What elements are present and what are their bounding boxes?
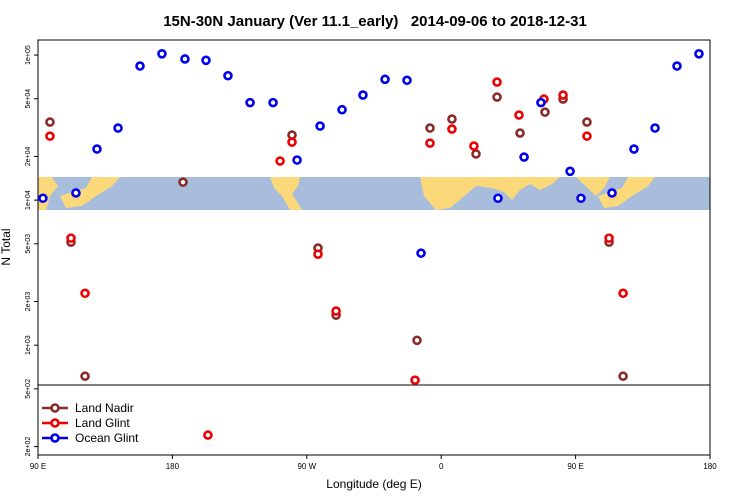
y-tick-label: 1e+05 bbox=[25, 45, 32, 65]
y-tick-label: 5e+02 bbox=[25, 379, 32, 399]
point bbox=[292, 155, 302, 165]
point bbox=[425, 123, 435, 133]
point bbox=[223, 70, 233, 81]
point bbox=[618, 371, 628, 382]
map-strip bbox=[38, 177, 710, 210]
x-tick-label: 90 W bbox=[297, 462, 316, 471]
point bbox=[245, 97, 255, 108]
point bbox=[514, 110, 524, 120]
point bbox=[416, 248, 426, 258]
point bbox=[80, 371, 90, 382]
point bbox=[540, 107, 550, 117]
y-axis-label: N Total bbox=[0, 228, 13, 265]
point bbox=[558, 90, 568, 100]
point bbox=[410, 375, 420, 385]
point bbox=[469, 141, 479, 151]
point bbox=[45, 117, 55, 127]
point bbox=[618, 288, 628, 299]
legend-marker bbox=[50, 433, 60, 443]
x-axis-label: Longitude (deg E) bbox=[326, 477, 421, 491]
point bbox=[412, 335, 422, 346]
point bbox=[515, 128, 525, 138]
point bbox=[80, 288, 90, 299]
point bbox=[275, 156, 285, 166]
point bbox=[337, 104, 347, 115]
legend-label: Land Nadir bbox=[75, 401, 134, 415]
point bbox=[38, 193, 48, 204]
point bbox=[576, 193, 586, 204]
point bbox=[604, 233, 614, 243]
y-tick-label: 1e+03 bbox=[25, 335, 32, 355]
point bbox=[402, 75, 412, 86]
point bbox=[157, 49, 167, 59]
legend-marker bbox=[50, 403, 60, 413]
point bbox=[536, 97, 546, 108]
y-tick-label: 2e+03 bbox=[25, 292, 32, 312]
point bbox=[492, 92, 502, 102]
point bbox=[471, 149, 481, 159]
point bbox=[180, 54, 190, 64]
point bbox=[201, 55, 211, 66]
x-tick-label: 180 bbox=[703, 462, 717, 471]
chart-title: 15N-30N January (Ver 11.1_early) 2014-09… bbox=[163, 13, 587, 30]
point bbox=[358, 90, 368, 100]
point bbox=[672, 61, 682, 71]
y-tick-label: 2e+04 bbox=[25, 147, 32, 167]
point bbox=[268, 97, 278, 108]
point bbox=[607, 188, 617, 198]
point bbox=[380, 74, 390, 85]
y-tick-label: 2e+02 bbox=[25, 437, 32, 457]
point bbox=[66, 233, 76, 243]
point bbox=[447, 114, 457, 124]
y-tick-label: 5e+04 bbox=[25, 89, 32, 109]
point bbox=[492, 77, 502, 87]
y-tick-label: 1e+04 bbox=[25, 190, 32, 210]
point bbox=[92, 144, 102, 154]
plot-frame bbox=[37, 39, 711, 456]
point bbox=[287, 137, 297, 147]
y-tick-label: 5e+03 bbox=[25, 234, 32, 254]
point bbox=[113, 123, 123, 133]
x-tick-label: 90 E bbox=[567, 462, 583, 471]
x-tick-label: 180 bbox=[166, 462, 180, 471]
point bbox=[565, 166, 575, 177]
point bbox=[650, 123, 660, 133]
point bbox=[203, 430, 213, 440]
point bbox=[71, 188, 81, 198]
x-tick-label: 0 bbox=[439, 462, 444, 471]
legend-label: Land Glint bbox=[75, 416, 130, 430]
legend-label: Ocean Glint bbox=[75, 431, 139, 445]
point bbox=[582, 131, 592, 141]
point bbox=[519, 152, 529, 162]
point bbox=[629, 144, 639, 154]
point bbox=[447, 124, 457, 134]
x-tick-label: 90 E bbox=[30, 462, 46, 471]
point bbox=[315, 121, 325, 131]
point bbox=[45, 131, 55, 141]
point bbox=[694, 49, 704, 59]
point bbox=[313, 249, 323, 259]
point bbox=[331, 306, 341, 316]
point bbox=[135, 61, 145, 71]
legend-marker bbox=[50, 418, 60, 428]
point bbox=[178, 177, 188, 187]
point bbox=[425, 138, 435, 148]
point bbox=[493, 193, 503, 204]
point bbox=[582, 117, 592, 127]
